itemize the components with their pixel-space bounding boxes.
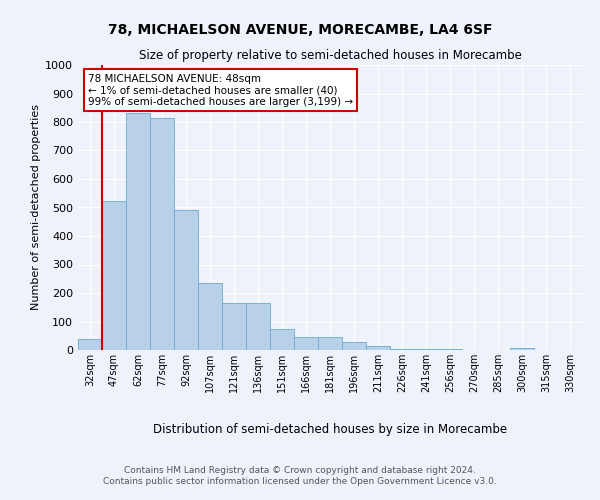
Text: Contains HM Land Registry data © Crown copyright and database right 2024.: Contains HM Land Registry data © Crown c… bbox=[124, 466, 476, 475]
Bar bbox=[510, 348, 534, 350]
Bar bbox=[126, 114, 150, 350]
Bar bbox=[294, 337, 318, 350]
Title: Size of property relative to semi-detached houses in Morecambe: Size of property relative to semi-detach… bbox=[139, 50, 521, 62]
Bar bbox=[414, 348, 438, 350]
Text: 78, MICHAELSON AVENUE, MORECAMBE, LA4 6SF: 78, MICHAELSON AVENUE, MORECAMBE, LA4 6S… bbox=[108, 22, 492, 36]
Bar bbox=[150, 118, 174, 350]
Bar bbox=[366, 346, 390, 350]
Text: Distribution of semi-detached houses by size in Morecambe: Distribution of semi-detached houses by … bbox=[153, 422, 507, 436]
Bar bbox=[222, 303, 246, 350]
Bar bbox=[78, 338, 102, 350]
Text: Contains public sector information licensed under the Open Government Licence v3: Contains public sector information licen… bbox=[103, 478, 497, 486]
Bar bbox=[198, 283, 222, 350]
Text: 78 MICHAELSON AVENUE: 48sqm
← 1% of semi-detached houses are smaller (40)
99% of: 78 MICHAELSON AVENUE: 48sqm ← 1% of semi… bbox=[88, 74, 353, 107]
Bar bbox=[318, 337, 342, 350]
Bar bbox=[270, 328, 294, 350]
Bar bbox=[102, 201, 126, 350]
Bar bbox=[390, 348, 414, 350]
Bar bbox=[342, 342, 366, 350]
Bar bbox=[174, 210, 198, 350]
Y-axis label: Number of semi-detached properties: Number of semi-detached properties bbox=[31, 104, 41, 310]
Bar bbox=[246, 303, 270, 350]
